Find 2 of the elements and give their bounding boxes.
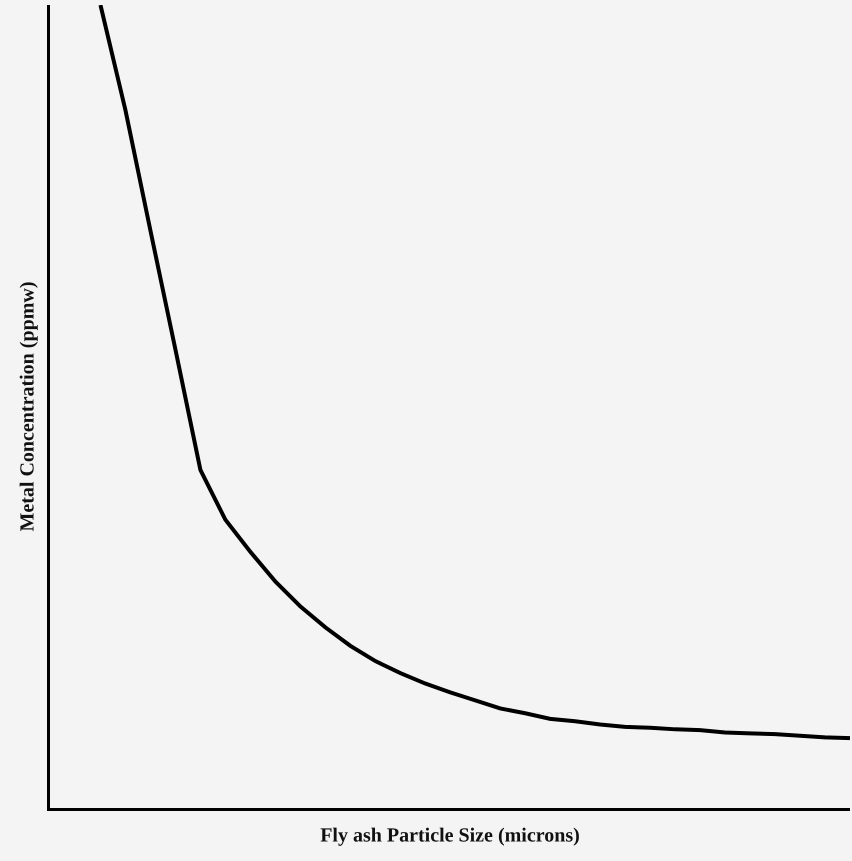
y-axis-title: Metal Concentration (ppmw)	[16, 282, 38, 532]
x-axis-title: Fly ash Particle Size (microns)	[320, 824, 580, 846]
